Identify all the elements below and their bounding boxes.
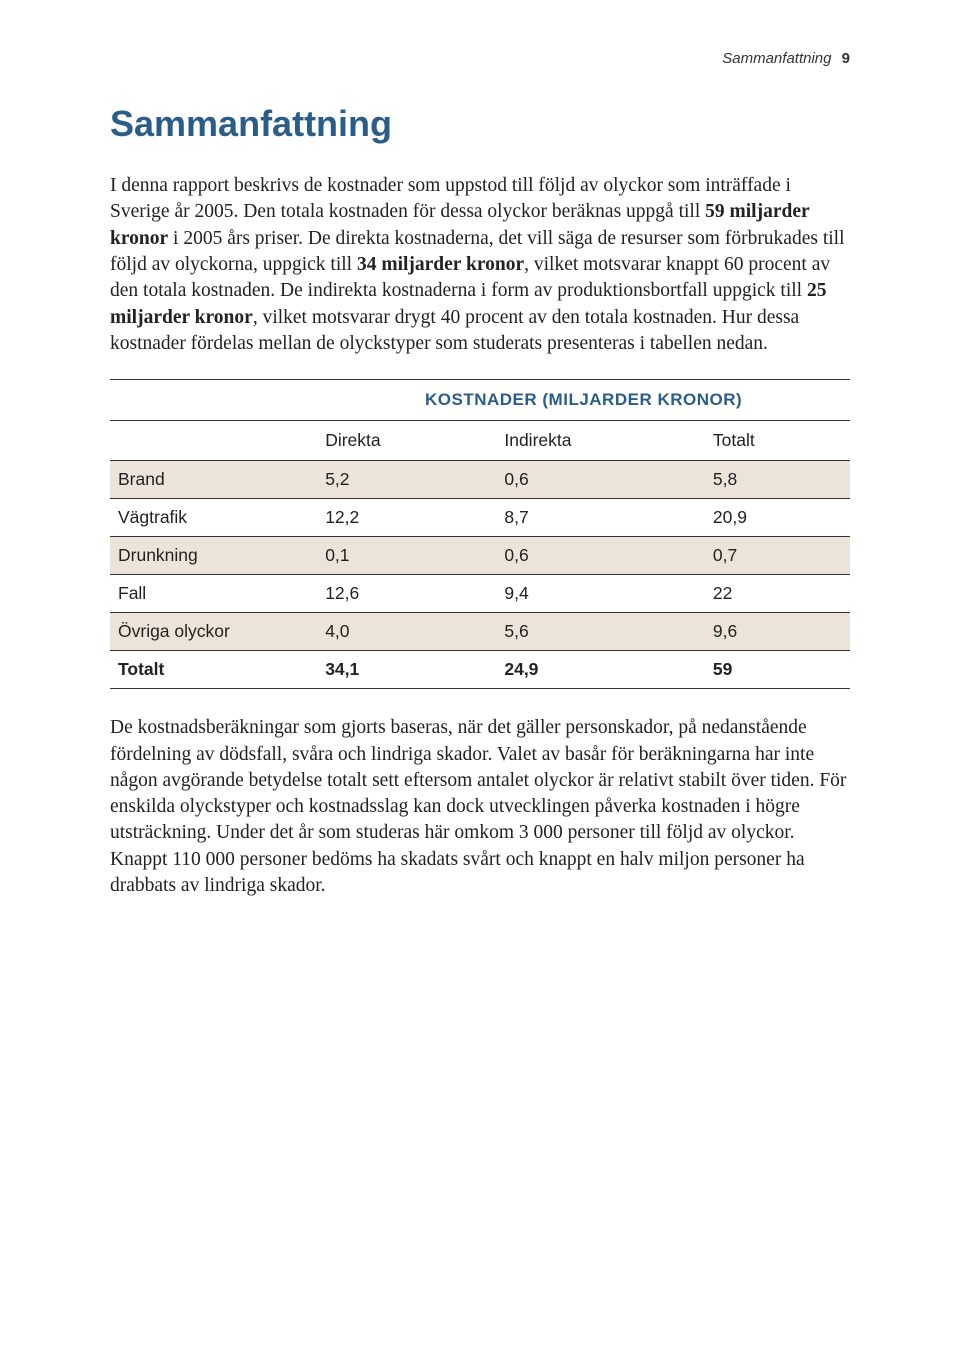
- table-header-direkta: Direkta: [317, 421, 496, 461]
- closing-paragraph: De kostnadsberäkningar som gjorts basera…: [110, 715, 850, 899]
- table-cell-label: Drunkning: [110, 537, 317, 575]
- intro-bold-2: 34 miljarder kronor: [357, 254, 524, 275]
- table-title-blank: [110, 380, 317, 421]
- table-header-blank: [110, 421, 317, 461]
- table-header-indirekta: Indirekta: [496, 421, 705, 461]
- table-cell-direkta: 12,6: [317, 575, 496, 613]
- table-cell-label: Vägtrafik: [110, 499, 317, 537]
- table-cell-direkta: 12,2: [317, 499, 496, 537]
- table-title: KOSTNADER (MILJARDER KRONOR): [317, 380, 850, 421]
- table-cell-label: Fall: [110, 575, 317, 613]
- table-cell-label: Övriga olyckor: [110, 613, 317, 651]
- table-cell-indirekta: 9,4: [496, 575, 705, 613]
- page-number: 9: [842, 50, 850, 67]
- table-header-row: Direkta Indirekta Totalt: [110, 421, 850, 461]
- table-row: Brand5,20,65,8: [110, 461, 850, 499]
- table-row: Drunkning0,10,60,7: [110, 537, 850, 575]
- table-cell-totalt: 5,8: [705, 461, 850, 499]
- table-cell-indirekta: 8,7: [496, 499, 705, 537]
- intro-paragraph: I denna rapport beskrivs de kostnader so…: [110, 173, 850, 357]
- table-cell-totalt: 9,6: [705, 613, 850, 651]
- table-cell-totalt: 20,9: [705, 499, 850, 537]
- table-cell-direkta: 5,2: [317, 461, 496, 499]
- table-total-direkta: 34,1: [317, 651, 496, 689]
- table-cell-direkta: 4,0: [317, 613, 496, 651]
- table-total-label: Totalt: [110, 651, 317, 689]
- running-head-section: Sammanfattning: [722, 50, 831, 67]
- table-title-row: KOSTNADER (MILJARDER KRONOR): [110, 380, 850, 421]
- intro-text-1: I denna rapport beskrivs de kostnader so…: [110, 175, 791, 222]
- table-body: Brand5,20,65,8Vägtrafik12,28,720,9Drunkn…: [110, 461, 850, 651]
- cost-table: KOSTNADER (MILJARDER KRONOR) Direkta Ind…: [110, 379, 850, 689]
- table-cell-totalt: 0,7: [705, 537, 850, 575]
- running-head: Sammanfattning 9: [110, 50, 850, 67]
- table-cell-direkta: 0,1: [317, 537, 496, 575]
- table-row: Övriga olyckor4,05,69,6: [110, 613, 850, 651]
- table-total-indirekta: 24,9: [496, 651, 705, 689]
- table-cell-indirekta: 0,6: [496, 537, 705, 575]
- table-total-row: Totalt 34,1 24,9 59: [110, 651, 850, 689]
- table-total-totalt: 59: [705, 651, 850, 689]
- table-row: Fall12,69,422: [110, 575, 850, 613]
- page-title: Sammanfattning: [110, 103, 850, 145]
- table-cell-totalt: 22: [705, 575, 850, 613]
- table-cell-label: Brand: [110, 461, 317, 499]
- table-cell-indirekta: 5,6: [496, 613, 705, 651]
- table-cell-indirekta: 0,6: [496, 461, 705, 499]
- table-header-totalt: Totalt: [705, 421, 850, 461]
- page: Sammanfattning 9 Sammanfattning I denna …: [0, 0, 960, 1366]
- table-row: Vägtrafik12,28,720,9: [110, 499, 850, 537]
